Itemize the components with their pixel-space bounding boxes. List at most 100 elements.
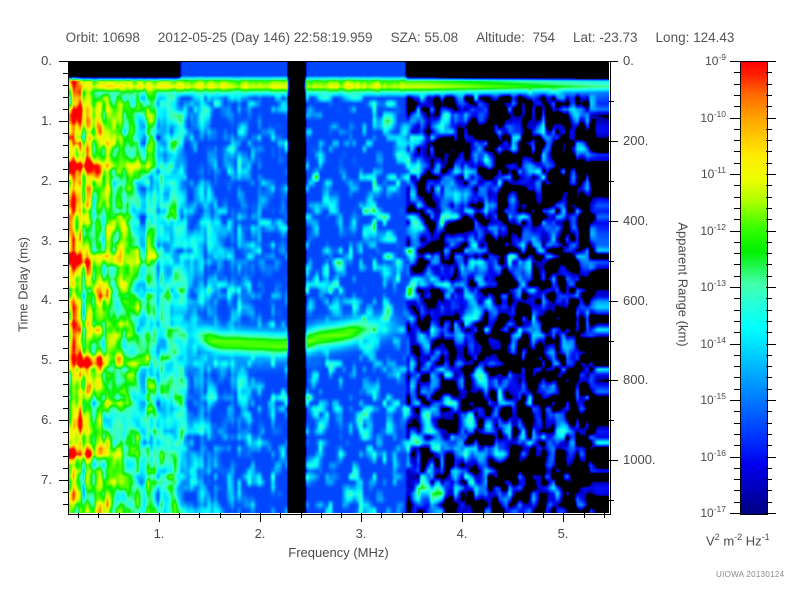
- y2-major-tick: [609, 301, 618, 303]
- colorbar-minor-tick: [766, 321, 772, 323]
- y-minor-tick: [63, 348, 68, 350]
- colorbar-major-tick-left: [730, 457, 740, 459]
- y-minor-tick: [63, 336, 68, 338]
- y-minor-tick: [63, 169, 68, 171]
- y-tick-label: 7.: [41, 472, 52, 487]
- colorbar-minor-tick: [766, 151, 772, 153]
- y-tick-label: 1.: [41, 113, 52, 128]
- x-minor-tick: [220, 513, 222, 518]
- long-label: Long:: [655, 30, 690, 45]
- colorbar-minor-tick: [766, 310, 772, 312]
- colorbar-minor-tick-left: [734, 185, 740, 187]
- y-major-tick: [59, 300, 68, 302]
- y-minor-tick: [63, 312, 68, 314]
- altitude-value: 754: [532, 30, 555, 45]
- y-minor-tick: [63, 133, 68, 135]
- x-minor-tick: [422, 513, 424, 518]
- colorbar-minor-tick-left: [734, 434, 740, 436]
- y-major-tick: [59, 121, 68, 123]
- colorbar-minor-tick: [766, 366, 772, 368]
- colorbar-minor-tick: [766, 140, 772, 142]
- x-minor-tick: [301, 513, 303, 518]
- x-tick-label: 3.: [355, 526, 367, 541]
- colorbar-minor-tick-left: [734, 242, 740, 244]
- x-minor-tick: [442, 513, 444, 518]
- colorbar-minor-tick: [766, 95, 772, 97]
- sza-group: SZA: 55.08: [391, 30, 459, 45]
- colorbar-major-tick-left: [730, 61, 740, 63]
- x-minor-tick: [78, 513, 80, 518]
- y-minor-tick: [63, 444, 68, 446]
- x-major-tick: [260, 513, 262, 522]
- colorbar-tick-label: 10-15: [700, 391, 726, 407]
- colorbar-minor-tick: [766, 445, 772, 447]
- colorbar-minor-tick-left: [734, 355, 740, 357]
- colorbar-minor-tick: [766, 242, 772, 244]
- colorbar-minor-tick-left: [734, 140, 740, 142]
- colorbar-major-tick-left: [730, 231, 740, 233]
- x-minor-tick: [240, 513, 242, 518]
- colorbar-minor-tick: [766, 490, 772, 492]
- colorbar-minor-tick: [766, 423, 772, 425]
- colorbar-minor-tick: [766, 502, 772, 504]
- colorbar-tick-label: 10-14: [700, 335, 726, 351]
- colorbar-minor-tick-left: [734, 321, 740, 323]
- y-minor-tick: [63, 288, 68, 290]
- colorbar-major-tick: [766, 61, 776, 63]
- long-value: 124.43: [693, 30, 735, 45]
- colorbar-major-tick-left: [730, 344, 740, 346]
- x-minor-tick: [381, 513, 383, 518]
- y2-tick-label: 0.: [623, 53, 634, 68]
- colorbar-major-tick-left: [730, 174, 740, 176]
- x-tick-label: 2.: [254, 526, 266, 541]
- x-tick-label: 1.: [153, 526, 165, 541]
- x-major-tick: [159, 513, 161, 522]
- y-tick-label: 6.: [41, 412, 52, 427]
- colorbar-minor-tick-left: [734, 445, 740, 447]
- y-minor-tick: [63, 217, 68, 219]
- colorbar-minor-tick: [766, 276, 772, 278]
- y2-major-tick: [609, 460, 618, 462]
- y2-tick-label: 600.: [623, 293, 649, 308]
- lat-group: Lat: -23.73: [573, 30, 638, 45]
- x-major-tick: [462, 513, 464, 522]
- y-tick-label: 5.: [41, 352, 52, 367]
- y2-tick-label: 400.: [623, 213, 649, 228]
- colorbar-minor-tick-left: [734, 264, 740, 266]
- colorbar-minor-tick: [766, 197, 772, 199]
- x-major-tick: [361, 513, 363, 522]
- colorbar-tick-label: 10-9: [705, 52, 726, 68]
- colorbar-tick-label: 10-11: [700, 165, 726, 181]
- colorbar-minor-tick: [766, 264, 772, 266]
- y-minor-tick: [63, 73, 68, 75]
- long-group: Long: 124.43: [656, 30, 735, 45]
- lat-value: -23.73: [599, 30, 638, 45]
- y-minor-tick: [63, 205, 68, 207]
- y2-axis-title: Apparent Range (km): [675, 222, 691, 347]
- x-minor-tick: [139, 513, 141, 518]
- y-minor-tick: [63, 504, 68, 506]
- colorbar-minor-tick: [766, 479, 772, 481]
- orbit-value: 10698: [102, 30, 140, 45]
- x-minor-tick: [523, 513, 525, 518]
- colorbar: [740, 61, 768, 515]
- y-minor-tick: [63, 109, 68, 111]
- colorbar-major-tick-left: [730, 400, 740, 402]
- y-tick-label: 0.: [41, 53, 52, 68]
- y-minor-tick: [63, 456, 68, 458]
- colorbar-minor-tick: [766, 377, 772, 379]
- y-axis-title: Time Delay (ms): [15, 237, 31, 332]
- x-minor-tick: [503, 513, 505, 518]
- y2-major-tick: [609, 221, 618, 223]
- lat-label: Lat:: [572, 30, 596, 45]
- y-minor-tick: [63, 372, 68, 374]
- colorbar-minor-tick-left: [734, 197, 740, 199]
- colorbar-major-tick-left: [730, 513, 740, 515]
- colorbar-tick-label: 10-13: [700, 278, 726, 294]
- y-minor-tick: [63, 408, 68, 410]
- y2-minor-tick: [609, 261, 614, 263]
- colorbar-major-tick: [766, 513, 776, 515]
- colorbar-minor-tick: [766, 106, 772, 108]
- orbit-group: Orbit: 10698: [66, 30, 140, 45]
- colorbar-major-tick-left: [730, 287, 740, 289]
